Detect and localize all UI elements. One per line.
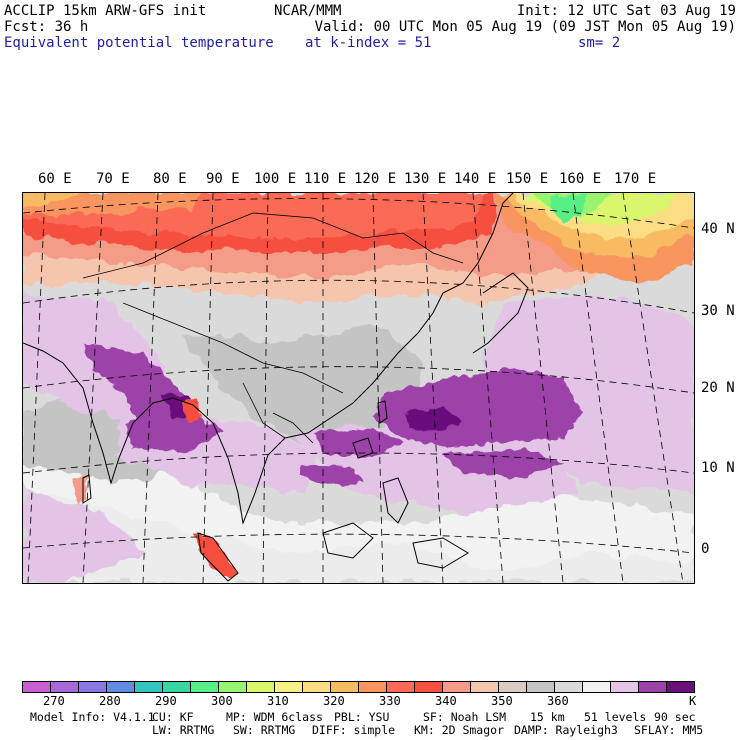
- model-info-sf: SF: Noah LSM: [423, 710, 507, 724]
- theta-e-shading: [23, 193, 694, 583]
- colorbar-tick-label: 350: [491, 694, 513, 708]
- colorbar-swatch: [471, 682, 499, 692]
- smoothing-label: sm= 2: [578, 35, 621, 51]
- colorbar-swatch: [443, 682, 471, 692]
- model-info-sw: SW: RRTMG: [233, 723, 296, 737]
- colorbar-tick-label: 340: [435, 694, 457, 708]
- model-title: ACCLIP 15km ARW-GFS init: [4, 3, 207, 19]
- colorbar-tick-label: 320: [323, 694, 345, 708]
- lat-label: 20 N: [701, 380, 735, 396]
- lat-label: 30 N: [701, 303, 735, 319]
- colorbar: [22, 681, 695, 693]
- model-info-cu: CU: KF: [152, 710, 194, 724]
- colorbar-swatch: [611, 682, 639, 692]
- model-info-mp: MP: WDM 6class: [226, 710, 323, 724]
- colorbar-swatch: [583, 682, 611, 692]
- lon-label: 60 E: [38, 171, 72, 187]
- model-info-sflay: SFLAY: MM5: [634, 723, 704, 737]
- lon-label: 160 E: [559, 171, 602, 187]
- model-info-damp: DAMP: Rayleigh3: [514, 723, 618, 737]
- model-info-diff: DIFF: simple: [312, 723, 396, 737]
- theta-e-map: [22, 192, 695, 584]
- lon-label: 70 E: [96, 171, 130, 187]
- level-label: at k-index = 51: [305, 35, 432, 51]
- colorbar-tick-label: 290: [155, 694, 177, 708]
- colorbar-tick-label: 280: [99, 694, 121, 708]
- colorbar-tick-label: 330: [379, 694, 401, 708]
- colorbar-tick-label: 310: [267, 694, 289, 708]
- valid-time: Valid: 00 UTC Mon 05 Aug 19 (09 JST Mon …: [314, 19, 736, 35]
- colorbar-swatch: [639, 682, 667, 692]
- lon-label: 120 E: [354, 171, 397, 187]
- lon-label: 130 E: [404, 171, 447, 187]
- lon-label: 140 E: [454, 171, 497, 187]
- lat-label: 10 N: [701, 460, 735, 476]
- model-info-levels: 51 levels: [584, 710, 647, 724]
- model-info-version: Model Info: V4.1.1: [30, 710, 155, 724]
- model-info-km: KM: 2D Smagor: [414, 723, 505, 737]
- institution-label: NCAR/MMM: [274, 3, 342, 19]
- colorbar-tick-label: 270: [43, 694, 65, 708]
- lon-label: 150 E: [506, 171, 549, 187]
- colorbar-swatch: [331, 682, 359, 692]
- lon-label: 110 E: [304, 171, 347, 187]
- colorbar-swatch: [219, 682, 247, 692]
- colorbar-swatch: [79, 682, 107, 692]
- colorbar-swatch: [135, 682, 163, 692]
- colorbar-swatch: [667, 682, 694, 692]
- colorbar-swatch: [51, 682, 79, 692]
- colorbar-swatch: [415, 682, 443, 692]
- init-time: Init: 12 UTC Sat 03 Aug 19: [516, 3, 736, 19]
- colorbar-swatch: [163, 682, 191, 692]
- model-info-lw: LW: RRTMG: [152, 723, 215, 737]
- model-info-resolution: 15 km: [530, 710, 565, 724]
- colorbar-swatch: [107, 682, 135, 692]
- colorbar-swatch: [275, 682, 303, 692]
- lon-label: 170 E: [614, 171, 657, 187]
- colorbar-swatch: [499, 682, 527, 692]
- lon-label: 80 E: [153, 171, 187, 187]
- colorbar-tick-label: 360: [547, 694, 569, 708]
- coastlines: [22, 192, 529, 582]
- colorbar-swatch: [303, 682, 331, 692]
- model-info-timestep: 90 sec: [654, 710, 696, 724]
- model-info-pbl: PBL: YSU: [334, 710, 390, 724]
- lon-label: 100 E: [254, 171, 297, 187]
- colorbar-swatch: [359, 682, 387, 692]
- colorbar-swatch: [23, 682, 51, 692]
- colorbar-tick-label: 300: [211, 694, 233, 708]
- colorbar-swatch: [527, 682, 555, 692]
- lat-label: 0: [701, 541, 710, 557]
- borders: [82, 212, 464, 444]
- graticule: [22, 192, 695, 584]
- colorbar-unit: K: [689, 694, 697, 708]
- forecast-hour: Fcst: 36 h: [4, 19, 89, 35]
- colorbar-swatch: [247, 682, 275, 692]
- lat-label: 40 N: [701, 221, 735, 237]
- lon-label: 90 E: [206, 171, 240, 187]
- colorbar-swatch: [191, 682, 219, 692]
- field-name: Equivalent potential temperature: [4, 35, 274, 51]
- colorbar-swatch: [387, 682, 415, 692]
- map-canvas: [22, 192, 695, 584]
- colorbar-swatch: [555, 682, 583, 692]
